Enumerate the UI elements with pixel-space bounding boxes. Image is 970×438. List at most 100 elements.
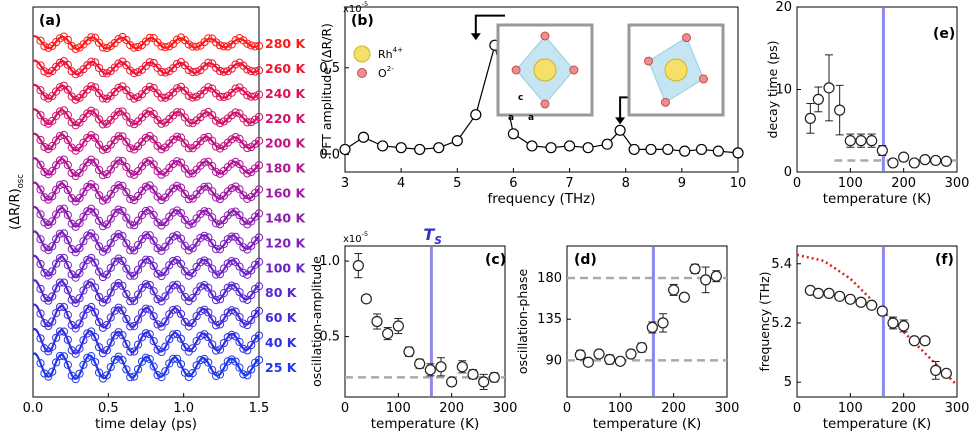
data-point [149, 287, 158, 296]
data-point [250, 42, 260, 51]
data-point [231, 332, 240, 341]
data-point [106, 338, 115, 347]
data-point [243, 91, 252, 100]
o-atom [540, 99, 550, 109]
data-point [467, 368, 479, 380]
data-point [55, 351, 65, 361]
data-point [161, 43, 170, 52]
data-point [235, 134, 244, 143]
data-point [215, 295, 225, 304]
data-point [180, 113, 189, 122]
data-point [204, 83, 213, 92]
data-point [122, 60, 131, 70]
data-point [36, 36, 45, 45]
data-point [102, 346, 111, 355]
data-point [87, 106, 96, 115]
y-axis-label: oscillation-amplitude [309, 256, 324, 387]
data-point [75, 193, 84, 203]
data-point [231, 307, 240, 316]
data-point [247, 67, 256, 76]
data-point [48, 192, 57, 201]
data-point [855, 135, 867, 147]
data-point [149, 58, 158, 68]
data-point [433, 142, 445, 154]
data-point [141, 304, 150, 313]
data-point [231, 108, 240, 117]
data-point [122, 365, 131, 374]
data-point [71, 375, 80, 384]
data-point [63, 160, 72, 170]
temperature-label: 240 K [265, 86, 306, 101]
x-tick-label: 200 [661, 401, 686, 416]
data-point [227, 184, 236, 193]
data-point [172, 35, 182, 44]
data-point [91, 183, 100, 192]
data-point [145, 305, 154, 314]
data-point [98, 68, 108, 78]
data-point [94, 292, 104, 302]
data-point [657, 317, 669, 329]
data-point [930, 364, 942, 376]
panel-label: (e) [803, 13, 825, 29]
data-point [208, 187, 217, 196]
y-tick-label: 180 [537, 271, 562, 286]
data-point [133, 240, 143, 250]
data-point [211, 142, 221, 151]
data-point [235, 312, 244, 322]
arrow-head [615, 117, 626, 125]
x-tick-label: 1.0 [173, 401, 194, 416]
data-point [223, 42, 232, 51]
data-point [239, 294, 248, 303]
data-point [44, 372, 53, 381]
data-point [36, 185, 45, 194]
data-point [176, 334, 186, 343]
transition-temperature-label-subscript: S [434, 235, 441, 247]
data-point [239, 344, 248, 353]
data-point [250, 67, 260, 76]
data-point [908, 157, 920, 169]
x-tick-label: 0 [793, 401, 801, 416]
data-point [215, 119, 225, 128]
data-point [133, 365, 143, 374]
temperature-label: 120 K [265, 235, 306, 250]
temperature-label: 260 K [265, 61, 306, 76]
data-point [219, 313, 228, 323]
x-axis-label: temperature (K) [823, 416, 932, 432]
data-point [106, 288, 115, 297]
data-point [192, 361, 201, 370]
data-point [36, 86, 45, 95]
data-point [582, 142, 594, 154]
y-tick-label: 20 [775, 0, 792, 15]
scale-factor: x10-5 [343, 0, 368, 15]
data-point [122, 188, 131, 197]
o-atom [644, 56, 654, 66]
data-point [114, 83, 123, 92]
data-point [126, 118, 135, 127]
data-point [231, 60, 240, 69]
data-point [919, 335, 931, 347]
data-point [395, 142, 407, 154]
data-point [87, 302, 96, 312]
y-tick-label: 135 [537, 312, 562, 327]
data-point [211, 193, 221, 202]
data-point [94, 343, 104, 352]
data-point [153, 320, 162, 329]
data-point [211, 167, 221, 177]
legend-o: O2- [378, 64, 394, 80]
data-point [36, 259, 45, 269]
data-point [414, 143, 426, 156]
data-point [79, 237, 88, 246]
data-point [122, 264, 131, 273]
data-point [59, 130, 69, 140]
data-point [176, 234, 186, 243]
y-axis-label: FFT amplitude (ΔR/R) [319, 23, 334, 156]
data-point [157, 347, 166, 357]
data-point [102, 195, 111, 204]
data-point [149, 210, 158, 220]
data-point [149, 185, 158, 194]
data-point [79, 261, 88, 270]
panel-label: (c) [485, 252, 506, 268]
data-point [176, 259, 186, 268]
data-point [235, 210, 244, 220]
data-point [91, 208, 100, 217]
